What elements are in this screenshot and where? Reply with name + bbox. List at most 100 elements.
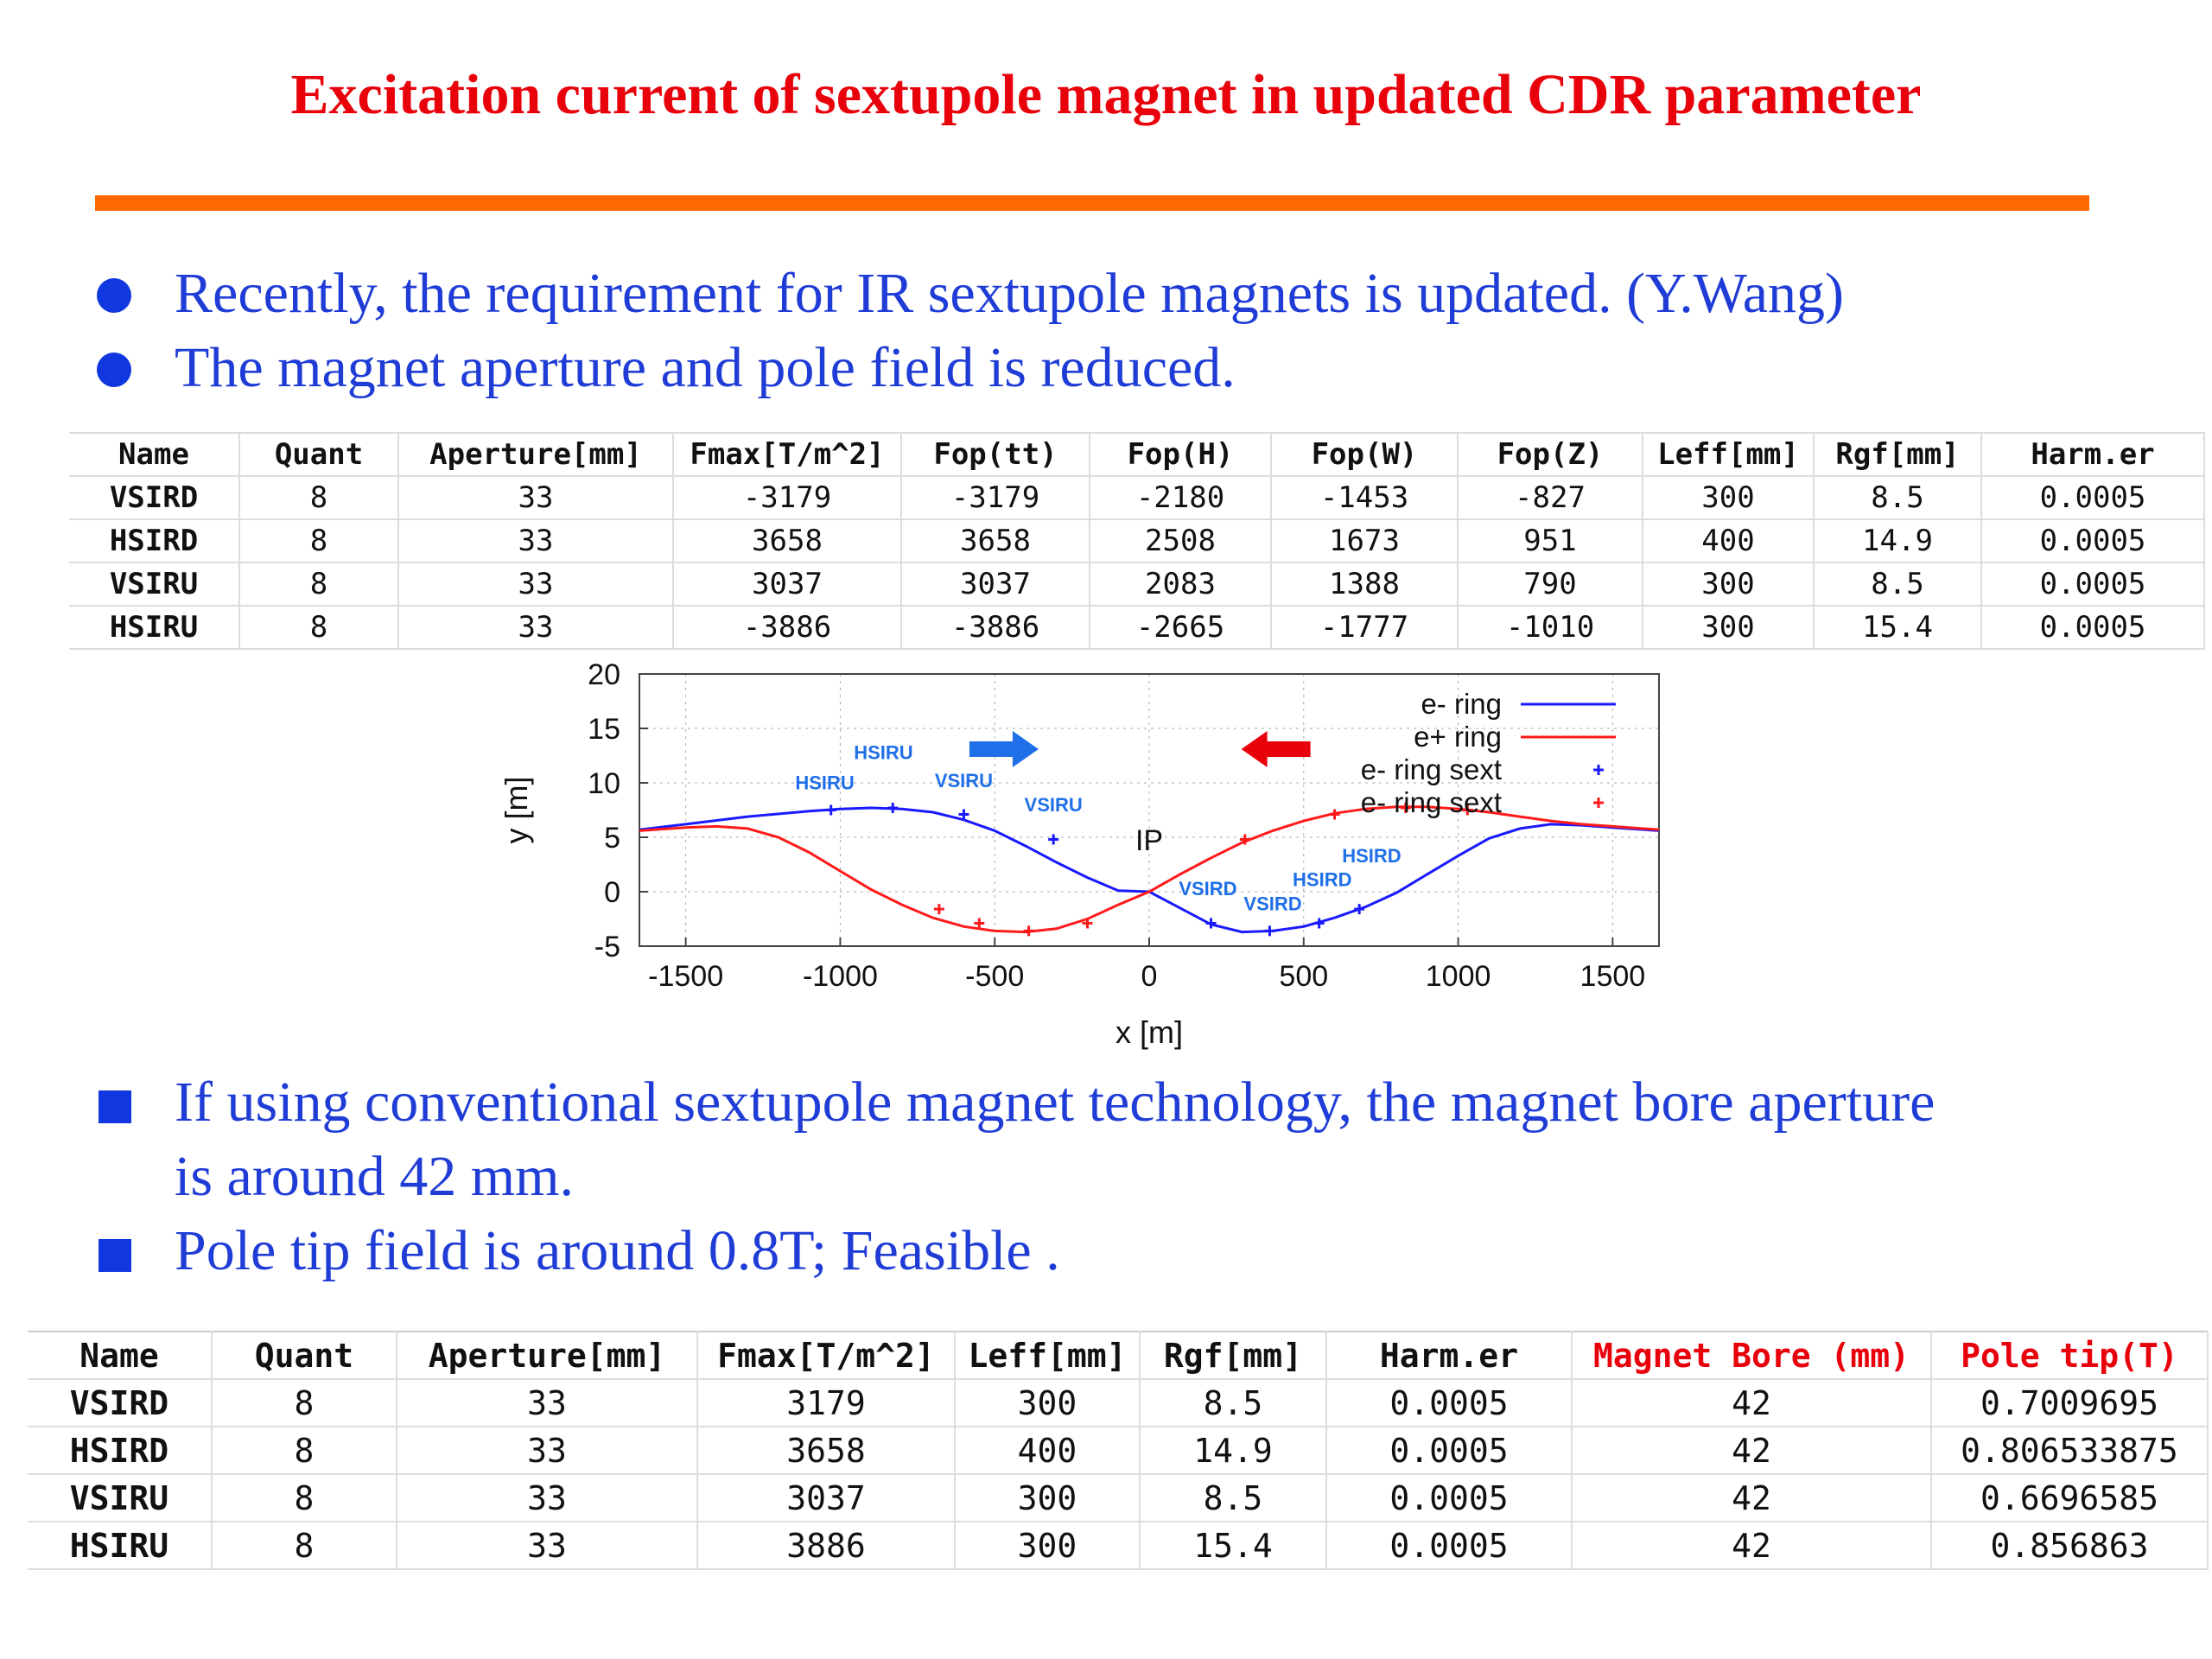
table-cell: 8.5 (1814, 476, 1982, 520)
sextupole-marker (1313, 918, 1325, 929)
orbit-line (639, 805, 1660, 934)
table-cell: 0.6696585 (1931, 1474, 2209, 1522)
sextupole-marker (958, 809, 969, 820)
table-cell: VSIRU (69, 563, 240, 607)
magnet-annotation: VSIRU (1025, 794, 1083, 816)
circle-bullet-icon (97, 353, 131, 387)
column-header: Fop(Z) (1458, 432, 1643, 477)
magnet-annotation: HSIRD (1342, 845, 1401, 867)
column-header: Name (69, 432, 240, 477)
table-cell: 3658 (697, 1427, 956, 1475)
column-header: Fmax[T/m^2] (673, 432, 902, 477)
bullet-text: If using conventional sextupole magnet t… (175, 1071, 1936, 1134)
legend-label: e- ring (1421, 688, 1502, 720)
column-header: Magnet Bore (mm) (1572, 1331, 1932, 1380)
x-tick-label: -1500 (648, 960, 723, 993)
table-cell: 15.4 (1140, 1522, 1327, 1570)
table-cell: 8.5 (1140, 1474, 1327, 1522)
column-header: Rgf[mm] (1814, 432, 1982, 477)
sextupole-marker (825, 804, 836, 816)
table-cell: 0.7009695 (1931, 1379, 2209, 1427)
page-title: Excitation current of sextupole magnet i… (290, 63, 1922, 126)
column-header: Name (28, 1331, 213, 1380)
table-cell: 1388 (1271, 563, 1459, 607)
table-cell: 0.0005 (1326, 1522, 1573, 1570)
table-header-row: Name Quant Aperture[mm] Fmax[T/m^2] Leff… (28, 1331, 2209, 1380)
pole-tip-table: Name Quant Aperture[mm] Fmax[T/m^2] Leff… (28, 1331, 2209, 1570)
table-cell: VSIRU (28, 1474, 213, 1522)
y-tick-label: 15 (588, 713, 620, 746)
table-cell: 3037 (901, 563, 1090, 607)
magnet-annotation: VSIRD (1243, 893, 1301, 914)
column-header: Harm.er (1981, 432, 2205, 477)
table-cell: -3179 (673, 476, 902, 520)
table-row: HSIRD 8 33 3658 400 14.9 0.0005 42 0.806… (28, 1427, 2209, 1475)
table-row: VSIRD 8 33 -3179 -3179 -2180 -1453 -827 … (69, 476, 2205, 520)
table-cell: HSIRU (69, 606, 240, 650)
chart-grid (639, 674, 1659, 946)
table-cell: 0.0005 (1981, 519, 2205, 563)
column-header: Leff[mm] (1643, 432, 1815, 477)
table-cell: 790 (1458, 563, 1643, 607)
table-cell: 8 (239, 606, 399, 650)
table-row: VSIRD 8 33 3179 300 8.5 0.0005 42 0.7009… (28, 1379, 2209, 1427)
column-header: Fop(tt) (901, 432, 1090, 477)
table-cell: -1777 (1271, 606, 1459, 650)
legend-marker (1593, 798, 1604, 808)
y-tick-label: -5 (594, 931, 620, 963)
column-header: Rgf[mm] (1140, 1331, 1327, 1380)
table-cell: 33 (397, 1474, 698, 1522)
square-bullet-icon (99, 1239, 131, 1272)
plot-frame (639, 673, 1660, 947)
table-cell: 8 (212, 1379, 397, 1427)
table-cell: 3179 (697, 1379, 956, 1427)
magnet-annotation: HSIRU (795, 772, 854, 794)
table-row: HSIRU 8 33 3886 300 15.4 0.0005 42 0.856… (28, 1522, 2209, 1570)
y-tick-label: 5 (604, 822, 620, 855)
table-cell: 33 (398, 606, 674, 650)
legend-marker (1593, 765, 1604, 775)
table-header-row: Name Quant Aperture[mm] Fmax[T/m^2] Fop(… (69, 432, 2205, 477)
sextupole-parameter-table: Name Quant Aperture[mm] Fmax[T/m^2] Fop(… (69, 432, 2205, 650)
x-tick-label: -500 (965, 960, 1024, 993)
table-cell: HSIRD (28, 1427, 213, 1475)
column-header: Fop(W) (1271, 432, 1459, 477)
magnet-annotation: VSIRD (1179, 878, 1236, 899)
table-cell: 400 (1643, 519, 1815, 563)
table-cell: 0.0005 (1981, 563, 2205, 607)
orbit-chart: -1500 -1000 -500 0 500 1000 1500 -5 0 5 10 15 20 HSI… (499, 658, 1660, 1050)
table-cell: 300 (955, 1474, 1141, 1522)
column-header: Leff[mm] (955, 1331, 1141, 1380)
table-cell: 300 (955, 1522, 1141, 1570)
table-cell: -2180 (1090, 476, 1272, 520)
table-cell: 300 (1643, 563, 1815, 607)
x-axis-label: x [m] (1116, 1014, 1183, 1050)
table-cell: 951 (1458, 519, 1643, 563)
column-header: Fmax[T/m^2] (697, 1331, 956, 1380)
table-cell: 0.0005 (1981, 606, 2205, 650)
table-cell: 33 (397, 1379, 698, 1427)
table-cell: -3179 (901, 476, 1090, 520)
sextupole-marker (974, 918, 985, 929)
x-tick-label: 500 (1279, 960, 1328, 993)
table-cell: 0.0005 (1326, 1474, 1573, 1522)
table-cell: 2083 (1090, 563, 1272, 607)
table-cell: 300 (955, 1379, 1141, 1427)
y-axis-label: y [m] (499, 777, 534, 844)
table-row: HSIRD 8 33 3658 3658 2508 1673 951 400 1… (69, 519, 2205, 563)
table-cell: -827 (1458, 476, 1643, 520)
table-cell: 0.806533875 (1931, 1427, 2209, 1475)
table-cell: 8.5 (1814, 563, 1982, 607)
bullet-text: Pole tip field is around 0.8T; Feasible … (175, 1219, 1060, 1282)
table-cell: 3037 (697, 1474, 956, 1522)
table-cell: -3886 (673, 606, 902, 650)
magnet-annotation: IP (1135, 824, 1163, 857)
magnet-annotation: VSIRU (935, 770, 993, 791)
sextupole-marker (1205, 918, 1217, 929)
table-cell: 42 (1572, 1474, 1932, 1522)
table-cell: 42 (1572, 1379, 1932, 1427)
sextupole-marker (933, 904, 944, 915)
circle-bullet-icon (97, 278, 131, 313)
